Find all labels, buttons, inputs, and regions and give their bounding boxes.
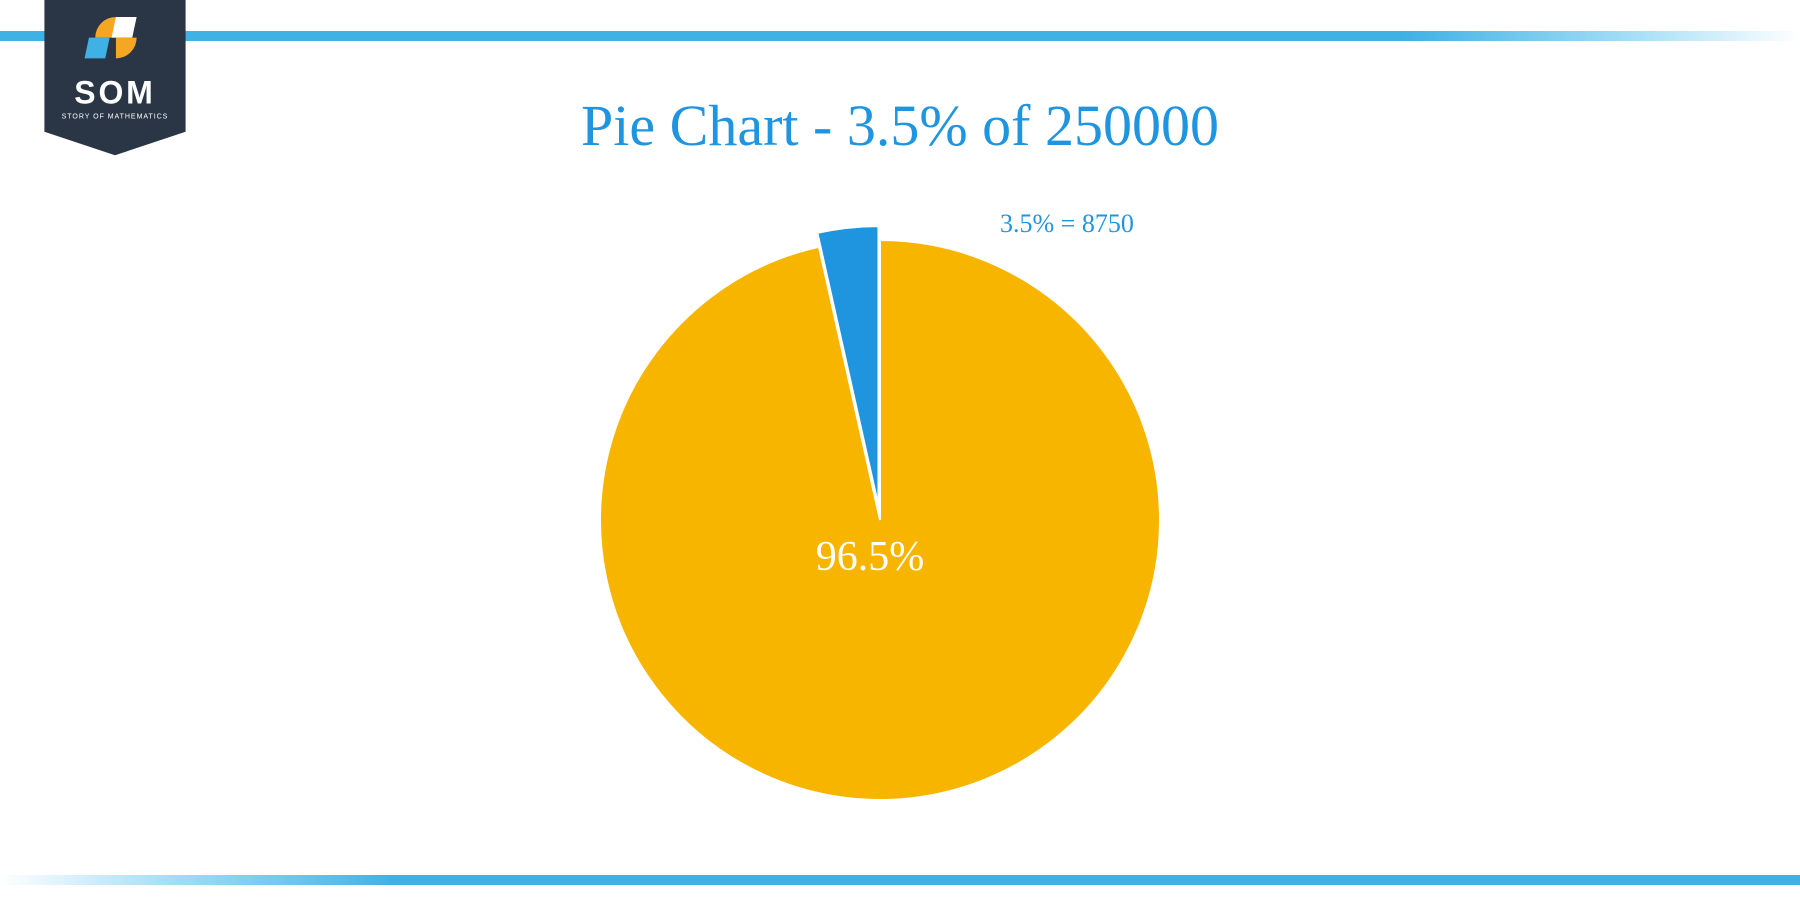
bottom-accent-bar [0,872,1800,882]
logo-text-main: SOM [74,75,155,111]
top-accent-bar [0,28,1800,38]
chart-title: Pie Chart - 3.5% of 250000 [0,92,1800,159]
pie-label-highlight: 3.5% = 8750 [1000,209,1134,238]
pie-label-main: 96.5% [816,534,925,580]
pie-chart: 96.5% 3.5% = 8750 [0,200,1800,840]
pie-slice-main [600,240,1160,800]
logo-text-sub: STORY OF MATHEMATICS [62,114,169,121]
som-logo-badge: SOM STORY OF MATHEMATICS [40,0,190,160]
